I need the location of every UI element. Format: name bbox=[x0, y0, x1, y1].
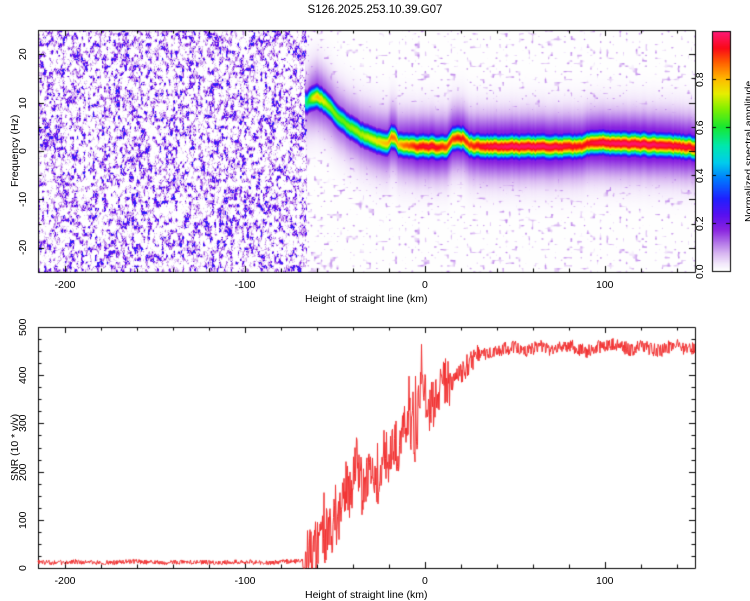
colorbar-tick-4: 0.8 bbox=[694, 71, 706, 87]
colorbar-tick-2: 0.4 bbox=[694, 167, 706, 183]
snr-xtick-2: 0 bbox=[422, 575, 428, 587]
snr-xtick-0: -200 bbox=[54, 575, 76, 587]
snr-ytick-4: 400 bbox=[17, 366, 29, 385]
spectrogram-ylabel: Frequency (Hz) bbox=[9, 114, 21, 187]
spectrogram-xlabel: Height of straight line (km) bbox=[305, 293, 428, 305]
colorbar-tick-3: 0.6 bbox=[694, 119, 706, 135]
spectrogram-xtick-2: 0 bbox=[422, 279, 428, 291]
spectrogram-ytick-1: -10 bbox=[17, 191, 29, 207]
snr-ytick-5: 500 bbox=[17, 318, 29, 336]
snr-xlabel: Height of straight line (km) bbox=[305, 589, 428, 601]
colorbar-tick-0: 0.0 bbox=[694, 263, 706, 279]
spectrogram-xtick-1: -100 bbox=[234, 279, 256, 291]
spectrogram-xtick-0: -200 bbox=[54, 279, 76, 291]
figure-title: S126.2025.253.10.39.G07 bbox=[307, 4, 443, 16]
colorbar-tick-1: 0.2 bbox=[694, 215, 706, 231]
snr-ytick-0: 0 bbox=[17, 565, 29, 571]
spectrogram-ytick-4: 20 bbox=[17, 48, 29, 61]
spectrogram-ytick-3: 10 bbox=[17, 96, 29, 109]
snr-xtick-1: -100 bbox=[234, 575, 256, 587]
spectrogram-ytick-0: -20 bbox=[17, 240, 29, 256]
snr-xtick-3: 100 bbox=[596, 575, 614, 587]
snr-ylabel: SNR (10 * v/v) bbox=[9, 413, 21, 481]
snr-ytick-1: 100 bbox=[17, 511, 29, 529]
colorbar-label: Normalized spectral amplitude bbox=[743, 80, 750, 222]
spectrogram-xtick-3: 100 bbox=[596, 279, 614, 291]
